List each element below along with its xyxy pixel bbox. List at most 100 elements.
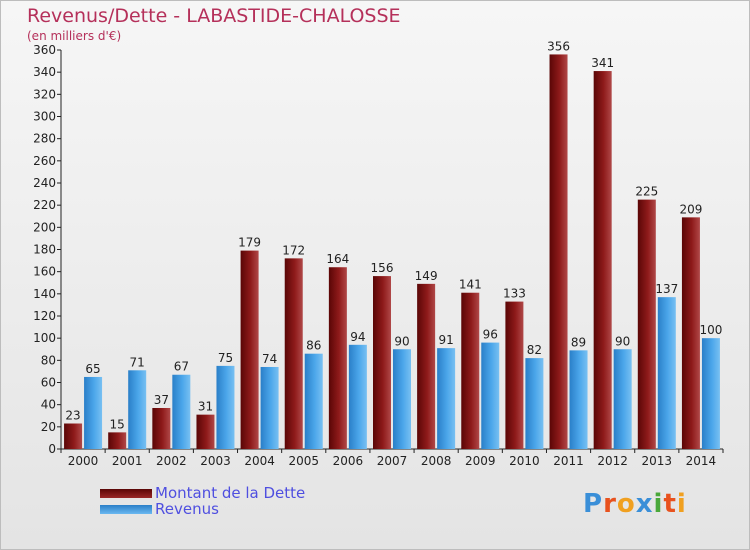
value-label-dette: 209 bbox=[679, 202, 702, 216]
value-label-dette: 149 bbox=[415, 269, 438, 283]
x-tick-label: 2012 bbox=[597, 454, 628, 468]
y-tick-label: 220 bbox=[33, 198, 56, 212]
x-tick-label: 2013 bbox=[642, 454, 673, 468]
bar-dette bbox=[373, 276, 391, 449]
chart-title: Revenus/Dette - LABASTIDE-CHALOSSE bbox=[27, 5, 401, 27]
value-label-revenus: 90 bbox=[615, 334, 630, 348]
value-label-dette: 225 bbox=[635, 185, 658, 199]
value-label-dette: 172 bbox=[282, 243, 305, 257]
x-tick-label: 2001 bbox=[112, 454, 143, 468]
bar-revenus bbox=[304, 353, 323, 449]
value-label-revenus: 96 bbox=[483, 328, 498, 342]
bar-revenus bbox=[393, 349, 411, 449]
proxiti-logo: Proxiti bbox=[583, 489, 687, 519]
value-label-dette: 356 bbox=[547, 39, 570, 53]
y-tick-label: 200 bbox=[33, 220, 56, 234]
value-label-dette: 133 bbox=[503, 287, 526, 301]
bar-dette bbox=[328, 267, 347, 449]
bar-revenus bbox=[437, 348, 456, 449]
logo-letter: i bbox=[676, 489, 687, 519]
bar-dette bbox=[549, 54, 568, 449]
bar-revenus bbox=[481, 342, 500, 449]
bar-revenus bbox=[216, 365, 235, 449]
value-label-dette: 37 bbox=[154, 393, 169, 407]
y-tick-label: 100 bbox=[33, 331, 56, 345]
value-label-revenus: 67 bbox=[174, 360, 189, 374]
x-tick-label: 2010 bbox=[509, 454, 540, 468]
value-label-revenus: 137 bbox=[655, 282, 678, 296]
x-tick-label: 2003 bbox=[200, 454, 231, 468]
legend-swatch-revenus bbox=[100, 505, 152, 514]
axes: 0 20 40 60 80 100 120 140 160 180 200 220 240 260 280 3… bbox=[33, 43, 724, 468]
bar-dette bbox=[284, 258, 303, 449]
bar-dette bbox=[681, 217, 700, 449]
value-label-dette: 23 bbox=[65, 409, 80, 423]
value-label-dette: 156 bbox=[371, 261, 394, 275]
bar-dette bbox=[461, 292, 480, 449]
bar-revenus bbox=[128, 370, 147, 449]
value-label-revenus: 65 bbox=[85, 362, 100, 376]
value-label-revenus: 94 bbox=[350, 330, 365, 344]
value-labels: 23 65 15 71 37 67 31 75 179 74 172 86 164 94 156 90 149 9… bbox=[65, 39, 722, 431]
bar-revenus bbox=[569, 350, 588, 449]
x-tick-label: 2011 bbox=[553, 454, 584, 468]
y-tick-label: 320 bbox=[33, 87, 56, 101]
value-label-revenus: 89 bbox=[571, 335, 586, 349]
y-tick-label: 80 bbox=[41, 353, 56, 367]
value-label-revenus: 91 bbox=[438, 333, 453, 347]
bar-dette bbox=[593, 71, 612, 449]
x-tick-label: 2000 bbox=[68, 454, 99, 468]
bar-dette bbox=[505, 301, 524, 449]
value-label-dette: 15 bbox=[110, 417, 125, 431]
bar-dette bbox=[152, 407, 171, 449]
bar-revenus bbox=[348, 344, 367, 449]
legend-label-dette: Montant de la Dette bbox=[155, 484, 306, 502]
value-label-dette: 341 bbox=[591, 56, 614, 70]
bar-revenus bbox=[701, 338, 720, 449]
x-tick-label: 2005 bbox=[288, 454, 319, 468]
y-tick-label: 180 bbox=[33, 243, 56, 257]
y-tick-label: 260 bbox=[33, 154, 56, 168]
value-label-revenus: 75 bbox=[218, 351, 233, 365]
bar-dette bbox=[240, 250, 259, 449]
y-tick-label: 360 bbox=[33, 43, 56, 57]
value-label-dette: 141 bbox=[459, 278, 482, 292]
y-tick-label: 140 bbox=[33, 287, 56, 301]
bar-revenus bbox=[613, 349, 632, 449]
x-tick-label: 2008 bbox=[421, 454, 452, 468]
logo-letter: t bbox=[663, 489, 677, 519]
bar-dette bbox=[417, 283, 436, 449]
y-tick-label: 0 bbox=[48, 442, 56, 456]
y-tick-label: 160 bbox=[33, 265, 56, 279]
y-tick-label: 20 bbox=[41, 420, 56, 434]
bar-revenus bbox=[657, 297, 676, 449]
y-tick-label: 300 bbox=[33, 110, 56, 124]
bar-revenus bbox=[525, 358, 544, 449]
bar-revenus bbox=[172, 374, 191, 449]
bar-dette bbox=[196, 414, 215, 449]
y-tick-label: 120 bbox=[33, 309, 56, 323]
logo-letter: r bbox=[603, 489, 617, 519]
x-tick-label: 2006 bbox=[333, 454, 364, 468]
legend-label-revenus: Revenus bbox=[155, 500, 219, 518]
value-label-revenus: 90 bbox=[394, 334, 409, 348]
value-label-revenus: 71 bbox=[130, 355, 145, 369]
bar-dette bbox=[108, 432, 127, 449]
x-tick-label: 2014 bbox=[686, 454, 717, 468]
value-label-revenus: 74 bbox=[262, 352, 277, 366]
chart-subtitle: (en milliers d'€) bbox=[27, 29, 122, 43]
bar-dette bbox=[64, 423, 83, 449]
value-label-revenus: 82 bbox=[527, 343, 542, 357]
logo-letter: P bbox=[583, 489, 604, 519]
logo-letter: o bbox=[616, 489, 636, 519]
logo-letter: i bbox=[653, 489, 664, 519]
x-tick-label: 2009 bbox=[465, 454, 496, 468]
x-tick-label: 2007 bbox=[377, 454, 408, 468]
value-label-dette: 31 bbox=[198, 400, 213, 414]
x-tick-label: 2002 bbox=[156, 454, 187, 468]
value-label-dette: 179 bbox=[238, 236, 261, 250]
value-label-dette: 164 bbox=[326, 252, 349, 266]
y-tick-label: 60 bbox=[41, 376, 56, 390]
